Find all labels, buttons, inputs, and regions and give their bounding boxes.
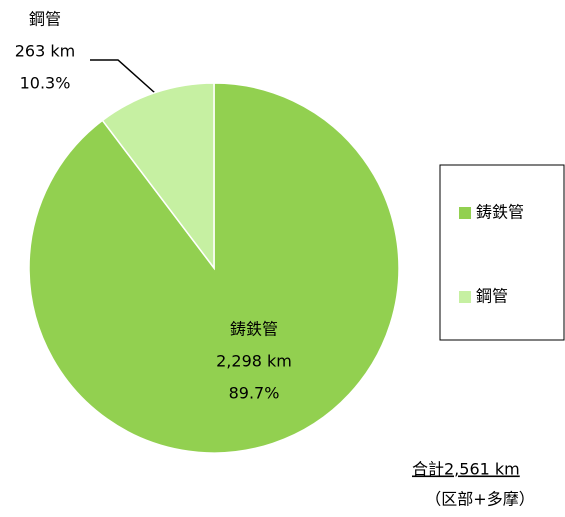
legend-label: 鋼管	[476, 287, 508, 306]
value-label: 10.3%	[20, 74, 71, 93]
legend-swatch	[459, 207, 471, 219]
region-annotation: （区部+多摩）	[425, 490, 534, 509]
value-label: 89.7%	[229, 384, 280, 403]
amount-label: 263 km	[15, 42, 75, 61]
amount-label: 2,298 km	[216, 352, 292, 371]
slice-label: 鋼管	[29, 10, 61, 29]
total-annotation: 合計2,561 km	[412, 460, 520, 479]
legend-swatch	[459, 291, 471, 303]
pie-slice	[101, 82, 215, 271]
slice-label: 鋳鉄管	[230, 320, 278, 339]
legend-box	[439, 164, 565, 341]
legend-label: 鋳鉄管	[476, 203, 524, 222]
leader-line	[90, 59, 156, 94]
